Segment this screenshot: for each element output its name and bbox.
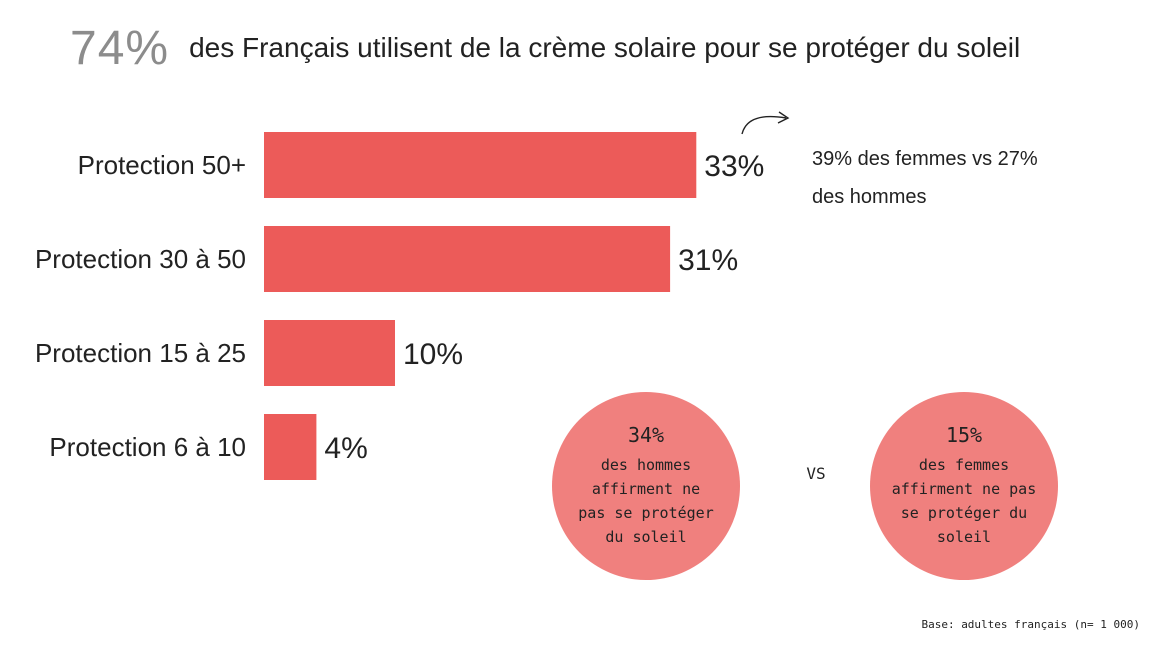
women-line-4: soleil — [936, 528, 992, 546]
women-description: des femmes affirment ne pas se protéger … — [892, 453, 1037, 549]
men-line-2: affirment ne — [591, 480, 701, 498]
men-line-1: des hommes — [600, 456, 692, 474]
category-label: Protection 15 à 25 — [35, 338, 246, 368]
women-line-1: des femmes — [918, 456, 1010, 474]
category-label: Protection 6 à 10 — [49, 432, 246, 462]
women-line-3: se protéger du — [900, 504, 1028, 522]
men-line-4: du soleil — [605, 528, 687, 546]
headline-percent: 74% — [70, 21, 170, 75]
bar — [264, 320, 395, 386]
bar — [264, 226, 671, 292]
gender-annotation: 39% des femmes vs 27% des hommes — [812, 140, 1112, 216]
headline: 74% des Français utilisent de la crème s… — [70, 18, 1140, 78]
bar-group: Protection 50+ 33% Protection 30 à 50 31% Pr… — [35, 132, 764, 480]
category-label: Protection 30 à 50 — [35, 244, 246, 274]
men-bubble: 34% des hommes affirment ne pas se proté… — [552, 392, 740, 580]
vs-label: VS — [806, 464, 826, 483]
men-line-3: pas se protéger — [578, 504, 714, 522]
annotation-line-2: des hommes — [812, 186, 927, 208]
category-label: Protection 50+ — [78, 150, 246, 180]
women-line-2: affirment ne pas — [891, 480, 1037, 498]
value-label: 4% — [324, 432, 367, 465]
men-percent: 34% — [627, 423, 665, 447]
men-description: des hommes affirment ne pas se protéger … — [578, 453, 713, 549]
base-note: Base: adultes français (n= 1 000) — [921, 618, 1140, 631]
arrow-icon — [741, 111, 790, 135]
annotation-line-1: 39% des femmes vs 27% — [812, 148, 1038, 170]
bar — [264, 414, 317, 480]
value-label: 10% — [403, 338, 463, 371]
headline-text: des Français utilisent de la crème solai… — [189, 32, 1021, 63]
women-percent: 15% — [945, 423, 983, 447]
value-label: 33% — [704, 150, 764, 183]
women-bubble: 15% des femmes affirment ne pas se proté… — [870, 392, 1058, 580]
value-label: 31% — [678, 244, 738, 277]
bar — [264, 132, 697, 198]
